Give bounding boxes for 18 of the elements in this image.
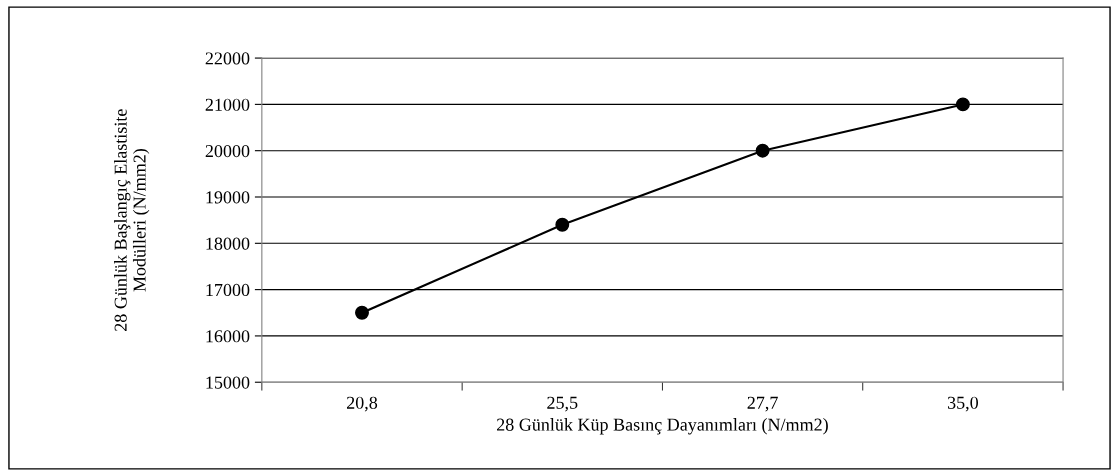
x-tick-label: 35,0 (947, 396, 979, 412)
point (955, 97, 970, 112)
y-tick-label: 17000 (206, 283, 250, 297)
point (355, 305, 369, 320)
y-tick-label: 19000 (206, 191, 250, 204)
y-tick-label: 20000 (205, 144, 250, 158)
y-tick-label: 16000 (206, 330, 250, 343)
point (555, 217, 570, 232)
y-tick-label: 22000 (205, 52, 250, 65)
x-axis-title: 28 Günlük Küp Basınç Dayanımları (N/mm2) (497, 418, 828, 435)
x-tick-label: 25,5 (547, 396, 578, 412)
x-tick-label: 27,7 (747, 396, 778, 412)
y-axis-title: 28 Günlük Başlangıç Elastisite Modülleri (N/mm2) (114, 109, 150, 331)
x-tick-label: 20,8 (346, 396, 378, 412)
point (755, 143, 770, 158)
y-tick-label: 15000 (206, 376, 250, 389)
y-tick-label: 18000 (206, 237, 250, 250)
y-tick-label: 21000 (205, 98, 250, 111)
